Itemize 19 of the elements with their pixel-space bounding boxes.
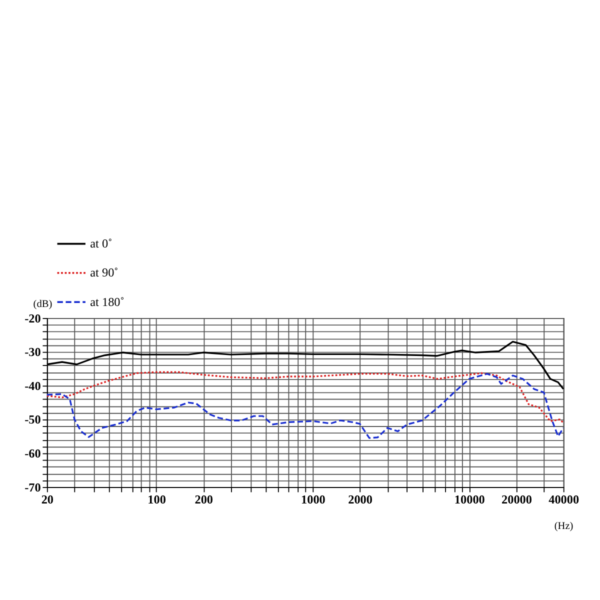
x-tick-label: 20 bbox=[41, 492, 54, 506]
y-tick-label: -50 bbox=[24, 412, 41, 427]
y-tick-label: -30 bbox=[24, 345, 41, 360]
y-tick-label: -70 bbox=[24, 480, 41, 494]
y-tick-label: -40 bbox=[24, 378, 41, 393]
y-tick-label: -60 bbox=[24, 446, 41, 460]
legend-label: at 90˚ bbox=[90, 266, 118, 280]
legend-label: at 0˚ bbox=[90, 236, 112, 251]
x-tick-label: 200 bbox=[194, 492, 214, 506]
legend-label: at 180˚ bbox=[90, 294, 124, 309]
y-tick-label: -20 bbox=[24, 311, 41, 326]
x-axis-title: (Hz) bbox=[554, 520, 574, 532]
x-tick-label: 100 bbox=[148, 492, 166, 506]
x-tick-label: 20000 bbox=[502, 492, 532, 506]
x-tick-label: 10000 bbox=[454, 492, 485, 506]
x-tick-label: 2000 bbox=[348, 492, 372, 506]
y-axis-title: (dB) bbox=[33, 299, 52, 310]
x-tick-label: 40000 bbox=[548, 492, 580, 506]
x-tick-label: 1000 bbox=[301, 492, 326, 506]
